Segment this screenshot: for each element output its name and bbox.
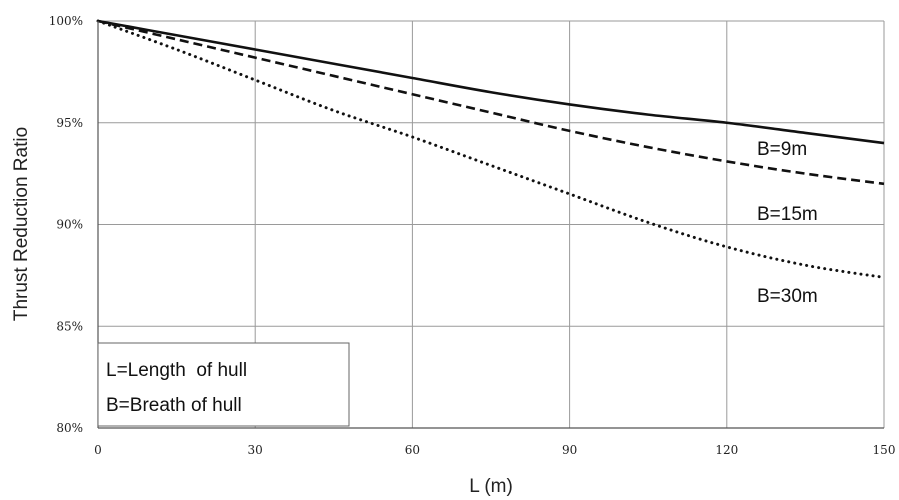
tick-labels: 0 30 60 90 120 150 80% 85% 90% 95% 100% — [49, 14, 896, 457]
y-tick-label: 85% — [56, 319, 83, 333]
y-tick-label: 90% — [56, 218, 83, 232]
x-tick-label: 150 — [873, 443, 896, 457]
x-axis-title: L (m) — [469, 476, 513, 497]
x-tick-label: 120 — [715, 443, 738, 457]
annotation-line-breath: B=Breath of hull — [106, 395, 242, 416]
annotation-box: L=Length of hull B=Breath of hull — [97, 342, 350, 427]
series-label-b30: B=30m — [757, 286, 818, 307]
series-labels: B=9m B=15m B=30m — [757, 139, 818, 307]
y-tick-label: 95% — [56, 116, 83, 130]
x-tick-label: 60 — [405, 443, 420, 457]
y-tick-label: 100% — [49, 14, 83, 28]
annotation-box-frame — [97, 342, 350, 427]
x-tick-label: 90 — [562, 443, 577, 457]
x-tick-label: 0 — [94, 443, 102, 457]
series-line-2 — [96, 19, 886, 279]
x-tick-label: 30 — [248, 443, 263, 457]
series-label-b9: B=9m — [757, 139, 807, 160]
y-tick-label: 80% — [56, 421, 83, 435]
y-axis-title: Thrust Reduction Ratio — [11, 127, 32, 321]
series-label-b15: B=15m — [757, 204, 818, 225]
series-line-0 — [97, 19, 885, 145]
annotation-line-length: L=Length of hull — [106, 360, 247, 381]
series-lines — [96, 19, 886, 279]
